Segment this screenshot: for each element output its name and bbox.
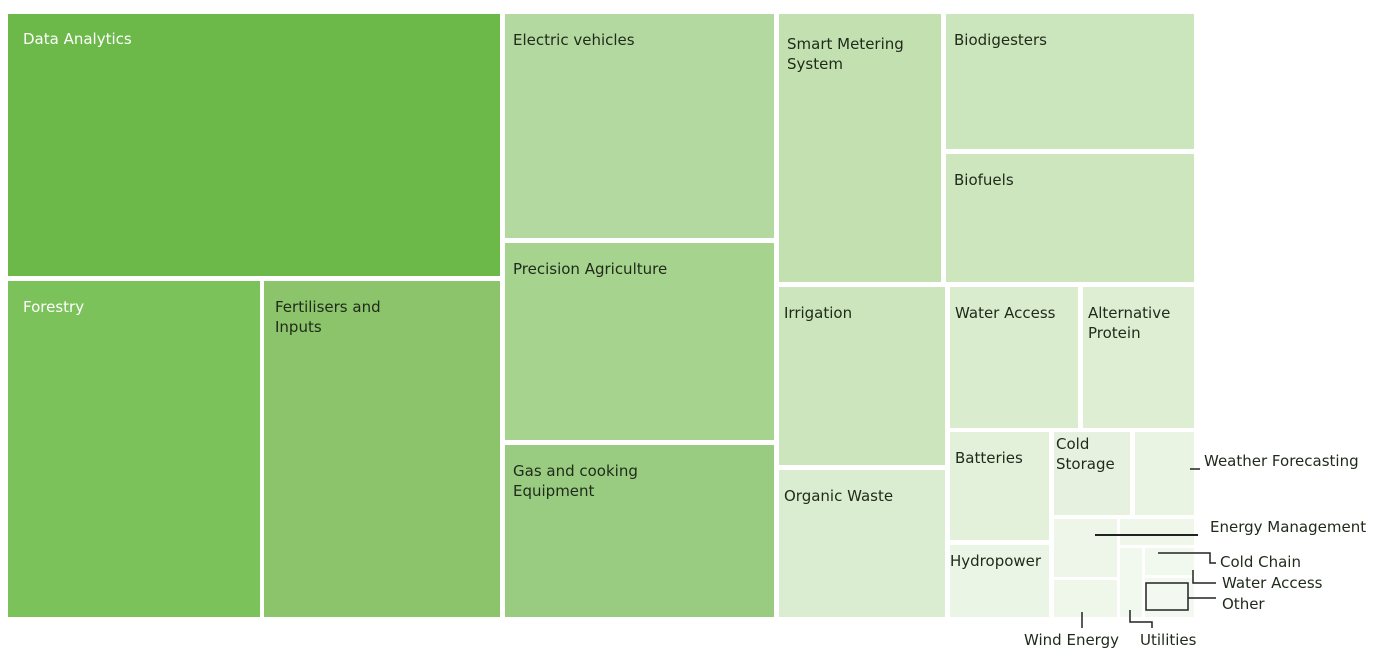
tile-label: Organic Waste (784, 487, 894, 505)
callout-label: Other (1222, 595, 1265, 613)
tile: Smart Metering System (779, 14, 941, 282)
tile (1054, 519, 1117, 577)
tile-label: Gas and cooking Equipment (513, 462, 638, 500)
tile-label: Cold Storage (1056, 435, 1115, 473)
tile: Data Analytics (8, 14, 500, 276)
tile-label: Smart Metering System (787, 35, 904, 73)
callout-label: Energy Management (1210, 518, 1367, 536)
callout-label: Utilities (1140, 631, 1197, 649)
tile: Water Access (950, 287, 1078, 428)
tile-label: Precision Agriculture (513, 260, 668, 278)
tile: Precision Agriculture (505, 243, 774, 440)
tile: Gas and cooking Equipment (505, 445, 774, 617)
tile-label: Forestry (23, 298, 85, 316)
leader (1129, 610, 1153, 628)
tile: Fertilisers and Inputs (264, 281, 500, 617)
tile-label: Fertilisers and Inputs (275, 298, 381, 336)
tile (1120, 548, 1142, 617)
tile-label: Biodigesters (954, 31, 1047, 49)
tile: Alternative Protein (1083, 287, 1194, 428)
tile: Batteries (950, 432, 1049, 540)
callout-label: Cold Chain (1220, 553, 1301, 571)
callout-label: Weather Forecasting (1204, 452, 1359, 470)
tile-label: Data Analytics (23, 30, 132, 48)
tile: Electric vehicles (505, 14, 774, 238)
tile (1120, 519, 1194, 545)
tile: Cold Storage (1054, 432, 1130, 515)
tile-label: Water Access (955, 304, 1056, 322)
tile-label: Biofuels (954, 171, 1014, 189)
tile: Hydropower (950, 545, 1049, 617)
callout-label: Water Access (1222, 574, 1323, 592)
tile: Biodigesters (946, 14, 1194, 149)
callout-label: Wind Energy (1024, 631, 1119, 649)
tile-label: Batteries (955, 449, 1023, 467)
tile: Organic Waste (779, 470, 945, 617)
tile: Biofuels (946, 154, 1194, 282)
tile-label: Electric vehicles (513, 31, 635, 49)
tile: Forestry (8, 281, 260, 617)
tile-label: Hydropower (950, 552, 1042, 570)
leader (1158, 552, 1216, 564)
tile (1054, 580, 1117, 617)
leader-box (1145, 582, 1189, 611)
tile-label: Alternative Protein (1088, 304, 1171, 342)
tile (1135, 432, 1194, 515)
tile-label: Irrigation (784, 304, 853, 322)
tile: Irrigation (779, 287, 945, 465)
leader (1192, 570, 1216, 584)
